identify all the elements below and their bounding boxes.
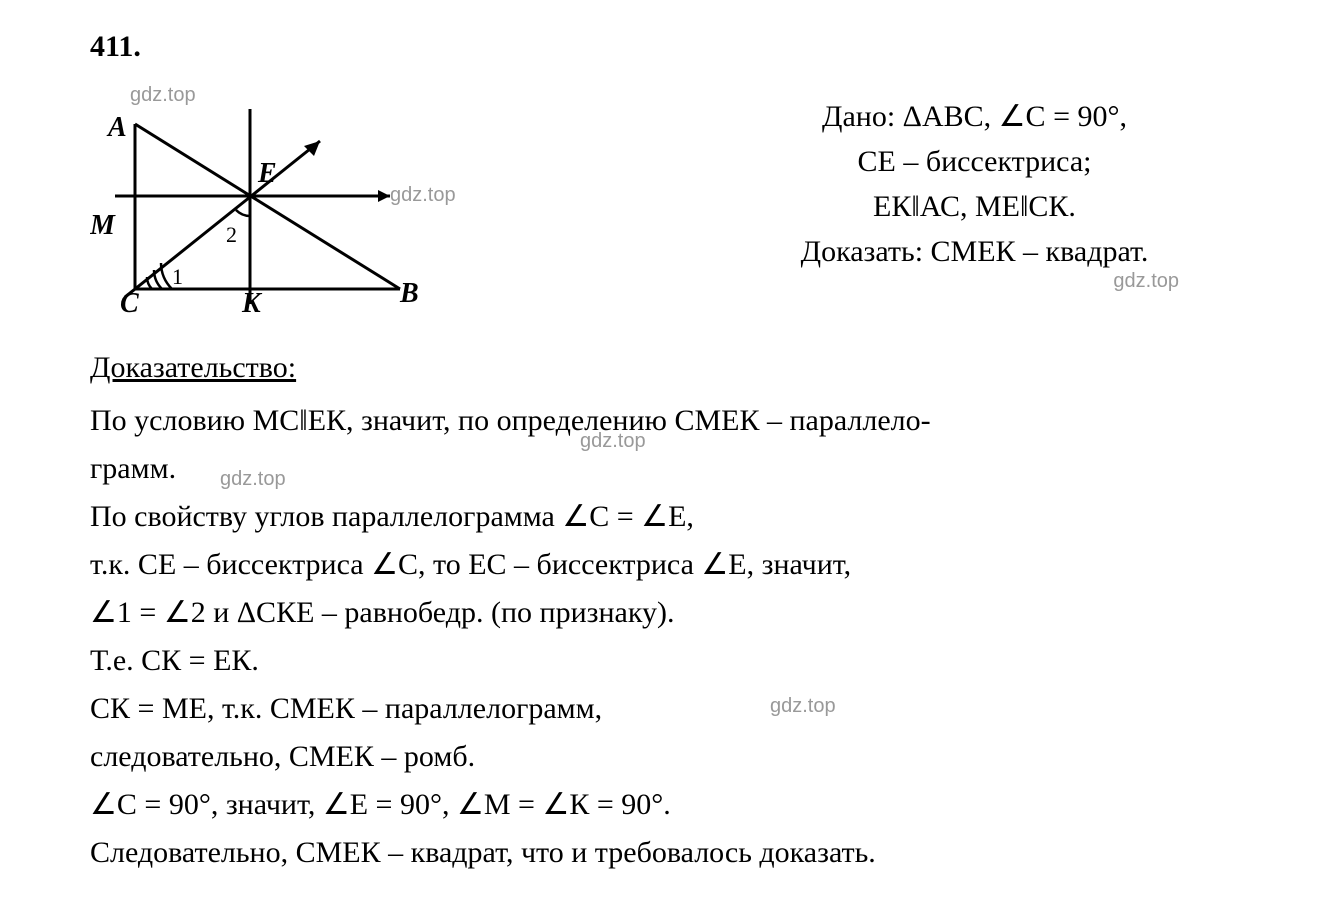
given-line-1: Дано: ΔАВС, ∠С = 90°,: [710, 94, 1239, 139]
svg-text:A: A: [106, 112, 127, 143]
proof-section: Доказательство: По условию МС‖ЕК, значит…: [90, 344, 1239, 877]
problem-number: 411.: [90, 30, 1239, 64]
proof-line-2-wrap: грамм. gdz.top gdz.top: [90, 445, 1239, 493]
proof-line-9: ∠С = 90°, значит, ∠Е = 90°, ∠М = ∠К = 90…: [90, 781, 1239, 829]
given-line-3: ЕК‖АС, МЕ‖СК.: [710, 184, 1239, 229]
diagram-area: gdz.top: [90, 94, 510, 314]
watermark-given: gdz.top: [1113, 266, 1179, 296]
proof-line-10: Следовательно, СМЕК – квадрат, что и тре…: [90, 829, 1239, 877]
given-line-2: СЕ – биссектриса;: [710, 139, 1239, 184]
svg-text:K: K: [241, 288, 263, 314]
watermark-proof-3: gdz.top: [770, 690, 836, 722]
svg-text:M: M: [90, 210, 116, 241]
watermark-proof-2: gdz.top: [580, 425, 646, 457]
proof-title: Доказательство:: [90, 344, 1239, 392]
watermark-top-left: gdz.top: [130, 84, 196, 107]
proof-line-1: По условию МС‖ЕК, значит, по определению…: [90, 397, 1239, 445]
svg-text:B: B: [399, 278, 419, 309]
svg-text:C: C: [120, 288, 139, 314]
svg-text:E: E: [257, 158, 277, 189]
proof-line-2: грамм.: [90, 452, 176, 485]
proof-line-4: т.к. СЕ – биссектриса ∠С, то ЕС – биссек…: [90, 541, 1239, 589]
given-section: Дано: ΔАВС, ∠С = 90°, СЕ – биссектриса; …: [510, 94, 1239, 274]
svg-text:2: 2: [226, 222, 237, 247]
watermark-proof-1: gdz.top: [220, 463, 286, 495]
proof-line-5: ∠1 = ∠2 и ΔСКЕ – равнобедр. (по признаку…: [90, 589, 1239, 637]
proof-line-7: СК = МЕ, т.к. СМЕК – параллелограмм,: [90, 692, 602, 725]
proof-line-6: Т.е. СК = ЕК.: [90, 637, 1239, 685]
top-section: gdz.top: [90, 94, 1239, 314]
watermark-mid-right: gdz.top: [390, 184, 456, 207]
proof-line-7-wrap: СК = МЕ, т.к. СМЕК – параллелограмм, gdz…: [90, 685, 1239, 733]
proof-line-3: По свойству углов параллелограмма ∠С = ∠…: [90, 493, 1239, 541]
svg-text:1: 1: [172, 264, 183, 289]
proof-line-8: следовательно, СМЕК – ромб.: [90, 733, 1239, 781]
